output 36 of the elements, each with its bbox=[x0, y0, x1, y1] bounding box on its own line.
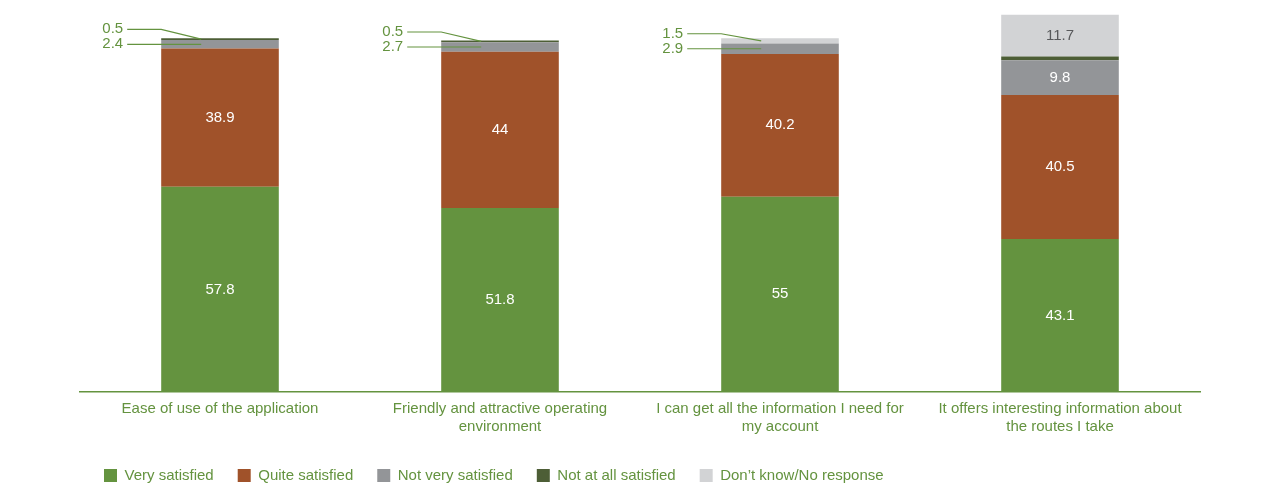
bar bbox=[161, 48, 279, 187]
data-label: 44 bbox=[491, 120, 509, 138]
legend-label: Very satisfied bbox=[124, 465, 214, 483]
data-label: 9.8 bbox=[1049, 67, 1071, 85]
legend-label: Don’t know/No response bbox=[720, 465, 884, 483]
legend-label: Not very satisfied bbox=[397, 465, 513, 483]
data-label: 43.1 bbox=[1045, 305, 1075, 323]
data-label: 11.7 bbox=[1045, 25, 1075, 43]
x-tick-label: Ease of use of the application bbox=[121, 399, 319, 417]
bar bbox=[441, 51, 559, 209]
legend-label: Not at all satisfied bbox=[557, 465, 676, 483]
data-label: 2.7 bbox=[382, 37, 404, 55]
x-tick-label: It offers interesting information about the routes I take bbox=[938, 399, 1183, 435]
data-label: 55 bbox=[771, 284, 789, 302]
data-label: 1.5 bbox=[662, 23, 684, 41]
bar bbox=[161, 40, 279, 49]
data-label: 38.9 bbox=[205, 107, 235, 125]
bar bbox=[1001, 56, 1119, 61]
data-label: 2.9 bbox=[662, 38, 684, 56]
bar bbox=[1001, 95, 1119, 239]
bar bbox=[721, 43, 839, 54]
data-label: 57.8 bbox=[205, 279, 235, 297]
data-label: 51.8 bbox=[485, 290, 515, 308]
bar bbox=[721, 38, 839, 44]
data-label: 40.5 bbox=[1045, 157, 1075, 175]
bar bbox=[1001, 60, 1119, 96]
bar bbox=[721, 53, 839, 197]
data-label: 0.5 bbox=[102, 19, 124, 37]
bar bbox=[1001, 14, 1119, 57]
data-label: 40.2 bbox=[765, 115, 795, 133]
x-tick-label: I can get all the information I need for my account bbox=[656, 399, 904, 435]
data-label: 2.4 bbox=[102, 34, 124, 52]
x-tick-label: Friendly and attractive operating environment bbox=[392, 399, 608, 435]
data-label: 0.5 bbox=[382, 22, 404, 40]
legend-label: Quite satisfied bbox=[258, 465, 354, 483]
bar bbox=[441, 42, 559, 52]
